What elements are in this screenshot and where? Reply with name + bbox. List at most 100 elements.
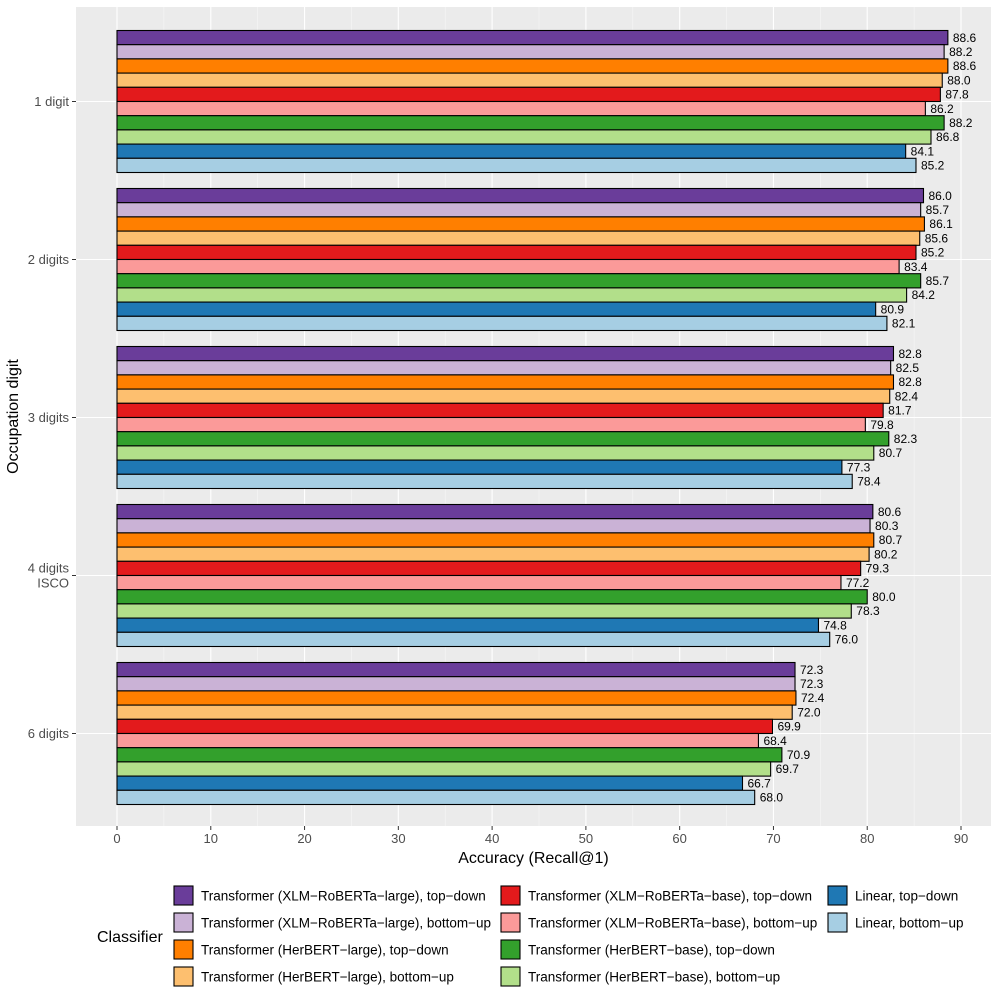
legend-label: Transformer (HerBERT−large), bottom−up [201, 970, 454, 985]
bar-value-label: 86.2 [930, 102, 954, 116]
bar [116, 187, 925, 204]
bar-value-label: 81.7 [888, 404, 912, 418]
bar [116, 445, 875, 461]
bar [116, 258, 900, 275]
bar-value-label: 82.5 [896, 361, 920, 375]
bar [116, 617, 820, 633]
bar-value-label: 83.4 [904, 260, 928, 274]
bar [116, 402, 884, 419]
bar [116, 157, 917, 174]
bar-value-label: 85.2 [921, 246, 945, 260]
bar-value-label: 77.2 [846, 576, 870, 590]
x-tick-label: 80 [860, 831, 874, 846]
y-tick-label: 3 digits [28, 410, 70, 425]
y-tick-label: 4 digits ISCO [28, 561, 70, 591]
bar-value-label: 76.0 [835, 633, 859, 647]
x-tick-label: 10 [204, 831, 218, 846]
bar-value-label: 79.3 [866, 562, 890, 576]
legend-swatch [500, 912, 521, 933]
bar-labels: 88.688.288.688.087.886.288.286.884.185.2… [747, 31, 976, 805]
legend-label: Linear, bottom−up [855, 916, 963, 931]
bar-value-label: 69.7 [776, 762, 800, 776]
x-axis-title: Accuracy (Recall@1) [458, 850, 609, 867]
y-tick-label: 6 digits [28, 726, 70, 741]
bar-value-label: 85.7 [926, 203, 950, 217]
bar [116, 503, 874, 520]
y-tick-label: 1 digit [34, 94, 69, 109]
bar [116, 273, 922, 289]
bar-value-label: 72.3 [800, 677, 824, 691]
bar-value-label: 72.0 [797, 705, 821, 719]
bar-value-label: 74.8 [823, 618, 847, 632]
x-tick-label: 90 [954, 831, 968, 846]
bar-value-label: 86.1 [929, 217, 953, 231]
bar [116, 631, 831, 648]
legend-swatch [173, 885, 194, 906]
bar-value-label: 80.3 [875, 519, 899, 533]
bar-value-label: 69.9 [778, 720, 802, 734]
bar-value-label: 87.8 [945, 88, 969, 102]
bar [116, 287, 908, 303]
bar [116, 388, 891, 404]
legend-swatch [500, 885, 521, 906]
bar [116, 431, 890, 447]
legend-label: Transformer (HerBERT−large), top−down [201, 943, 449, 958]
bar-value-label: 70.9 [787, 748, 811, 762]
bar-value-label: 78.4 [857, 475, 881, 489]
x-tick-label: 50 [579, 831, 593, 846]
bar [116, 546, 870, 562]
y-tick-label: 2 digits [28, 252, 70, 267]
bar [116, 732, 759, 749]
bar [116, 230, 921, 246]
bar [116, 661, 796, 678]
legend: Classifier Transformer (XLM−RoBERTa−larg… [97, 885, 963, 987]
bar [116, 718, 774, 735]
bar-value-label: 80.6 [878, 505, 902, 519]
bar [116, 775, 744, 791]
bar-value-label: 88.6 [953, 31, 977, 45]
bar [116, 100, 926, 117]
bar [116, 518, 871, 534]
bar-value-label: 77.3 [847, 460, 871, 474]
bar [116, 761, 772, 777]
bar-value-label: 88.2 [949, 45, 973, 59]
bar [116, 360, 892, 376]
bar [116, 532, 875, 548]
x-axis: 0 10 20 30 40 50 60 70 80 90 [113, 826, 968, 846]
bar-value-label: 88.6 [953, 59, 977, 73]
legend-swatch [173, 966, 194, 987]
bar [116, 29, 949, 46]
bar-value-label: 88.2 [949, 116, 973, 130]
bar [116, 416, 866, 433]
bar-value-label: 82.3 [894, 432, 918, 446]
bar [116, 129, 932, 145]
bar-value-label: 86.8 [936, 130, 960, 144]
bar-value-label: 82.4 [895, 389, 919, 403]
x-tick-label: 60 [672, 831, 686, 846]
bar [116, 690, 797, 706]
legend-label: Transformer (XLM−RoBERTa−large), bottom−… [201, 916, 491, 931]
bar [116, 115, 945, 131]
bars [116, 29, 949, 806]
bar [116, 216, 925, 232]
bar-value-label: 84.2 [912, 288, 936, 302]
bar-value-label: 85.2 [921, 159, 945, 173]
bar-value-label: 85.7 [926, 274, 950, 288]
bar [116, 676, 796, 692]
bar-value-label: 68.0 [760, 791, 784, 805]
legend-label: Transformer (HerBERT−base), top−down [528, 943, 775, 958]
bar [116, 560, 862, 577]
bar-value-label: 80.9 [881, 302, 905, 316]
legend-label: Transformer (XLM−RoBERTa−large), top−dow… [201, 889, 486, 904]
bar [116, 789, 756, 806]
legend-label: Linear, top−down [855, 889, 958, 904]
bar-value-label: 85.6 [925, 231, 949, 245]
legend-swatch [173, 912, 194, 933]
bar-value-label: 80.2 [874, 547, 898, 561]
x-tick-label: 20 [297, 831, 311, 846]
legend-swatch [500, 966, 521, 987]
legend-swatch [827, 885, 848, 906]
bar [116, 44, 945, 60]
bar [116, 473, 853, 490]
